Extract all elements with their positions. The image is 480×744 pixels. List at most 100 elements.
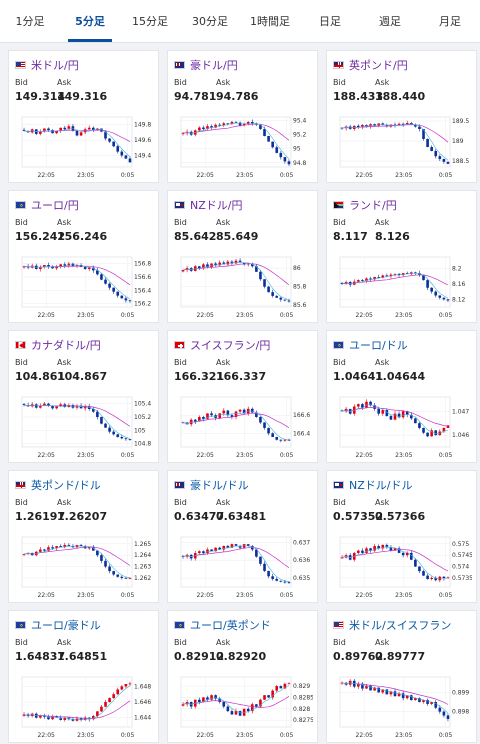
candle-body xyxy=(39,131,42,134)
candle-body xyxy=(255,549,258,557)
candle-body xyxy=(263,279,266,287)
price-chart: 0.637 0.636 0.635 22:05 23:05 0:05 xyxy=(180,536,310,599)
ask-label: Ask xyxy=(57,358,72,367)
candle-body xyxy=(230,415,234,417)
candle-body xyxy=(426,700,429,704)
rate-card[interactable]: スイスフラン/円 Bid Ask 166.321 166.337 166.6 166.4 22… xyxy=(167,330,318,463)
currency-pair-link[interactable]: カナダドル/円 xyxy=(31,339,101,352)
candle-body xyxy=(234,121,238,123)
country-flag-icon xyxy=(15,201,26,209)
rate-card[interactable]: ユーロ/ドル Bid Ask 1.04641 1.04644 1.047 1.046 22:0… xyxy=(326,330,477,463)
currency-pair-link[interactable]: 英ポンド/円 xyxy=(349,59,408,72)
currency-pair-link[interactable]: 豪ドル/円 xyxy=(190,59,238,72)
price-chart: 1.265 1.264 1.263 1.262 22:05 23:05 0:05 xyxy=(21,536,151,599)
candle-body xyxy=(75,718,79,721)
ask-label: Ask xyxy=(57,498,72,507)
chart-frame xyxy=(339,536,451,588)
candle-body xyxy=(206,264,209,268)
x-tick-label: 0:05 xyxy=(280,172,294,179)
ask-label: Ask xyxy=(216,498,231,507)
rate-card[interactable]: 豪ドル/ドル Bid Ask 0.63477 0.63481 0.637 0.636 0.63… xyxy=(167,470,318,603)
currency-pair-link[interactable]: 米ドル/円 xyxy=(31,59,79,72)
rate-card[interactable]: 米ドル/円 Bid Ask 149.314 149.316 149.8 149.6 149.4… xyxy=(8,50,159,183)
candle-body xyxy=(418,273,421,275)
candle-body xyxy=(426,139,429,147)
currency-pair-link[interactable]: 豪ドル/ドル xyxy=(190,479,249,492)
x-tick-label: 23:05 xyxy=(395,452,412,459)
rate-card[interactable]: ユーロ/豪ドル Bid Ask 1.64837 1.64851 1.648 1.646 1.6… xyxy=(8,610,159,743)
rate-card[interactable]: 英ポンド/円 Bid Ask 188.433 188.440 189.5 189 188.5 2… xyxy=(326,50,477,183)
chart-container: 0.575 0.5745 0.574 0.5735 22:05 23:05 0:05 xyxy=(334,533,472,601)
candle-body xyxy=(377,687,381,693)
moving-average-line xyxy=(182,261,290,301)
price-chart: 166.6 166.4 22:05 23:05 0:05 xyxy=(180,396,310,459)
candle-body xyxy=(79,405,83,409)
ask-label: Ask xyxy=(57,638,72,647)
x-tick-label: 22:05 xyxy=(197,592,214,599)
ask-label: Ask xyxy=(375,78,390,87)
x-tick-label: 22:05 xyxy=(38,172,55,179)
tab-0[interactable]: 1分足 xyxy=(15,15,45,28)
rate-card[interactable]: ユーロ/英ポンド Bid Ask 0.82912 0.82920 0.829 0.8285 0… xyxy=(167,610,318,743)
candle-body xyxy=(128,578,132,580)
rate-card[interactable]: ランド/円 Bid Ask 8.117 8.126 8.2 8.16 8.12 22:05 23:… xyxy=(326,190,477,323)
moving-average-line xyxy=(23,264,131,300)
tab-3[interactable]: 30分足 xyxy=(192,15,228,28)
candle-body xyxy=(279,297,283,300)
y-tick-label: 1.263 xyxy=(134,564,151,571)
currency-pair-link[interactable]: スイスフラン/円 xyxy=(190,339,271,352)
candle-body xyxy=(271,433,274,437)
rate-card[interactable]: NZドル/ドル Bid Ask 0.57352 0.57366 0.575 0.5745 0.… xyxy=(326,470,477,603)
tab-2[interactable]: 15分足 xyxy=(132,15,168,28)
currency-pair-link[interactable]: NZドル/円 xyxy=(190,199,243,212)
candle-body xyxy=(120,686,124,690)
candle-body xyxy=(230,261,234,264)
candle-body xyxy=(128,683,132,685)
ask-price: 1.04644 xyxy=(375,370,426,383)
y-tick-label: 0.5735 xyxy=(452,575,472,582)
country-flag-icon xyxy=(174,621,185,629)
bid-price: 0.89762 xyxy=(333,650,384,663)
candle-body xyxy=(91,409,95,412)
candle-body xyxy=(426,575,429,580)
currency-pair-link[interactable]: ユーロ/ドル xyxy=(349,339,408,352)
currency-pair-link[interactable]: ランド/円 xyxy=(349,199,397,212)
currency-pair-link[interactable]: NZドル/ドル xyxy=(349,479,413,492)
candle-body xyxy=(418,126,421,129)
y-tick-label: 8.16 xyxy=(452,281,466,288)
candle-body xyxy=(242,124,246,126)
rate-card[interactable]: 英ポンド/ドル Bid Ask 1.26197 1.26207 1.265 1.264 1.2… xyxy=(8,470,159,603)
x-tick-label: 22:05 xyxy=(38,312,55,319)
rate-card[interactable]: 米ドル/スイスフラン Bid Ask 0.89762 0.89777 0.899 0.898… xyxy=(326,610,477,743)
country-flag-icon xyxy=(174,61,185,69)
tab-6[interactable]: 週足 xyxy=(379,15,401,28)
candle-body xyxy=(210,695,213,700)
rate-card[interactable]: NZドル/円 Bid Ask 85.642 85.649 86 85.8 85.6 22:05 2… xyxy=(167,190,318,323)
candle-body xyxy=(442,427,446,432)
currency-pair-link[interactable]: ユーロ/豪ドル xyxy=(31,619,101,632)
tab-5[interactable]: 日足 xyxy=(319,15,341,28)
currency-pair-link[interactable]: ユーロ/英ポンド xyxy=(190,619,271,632)
candle-body xyxy=(242,409,246,414)
candle-body xyxy=(39,405,42,408)
x-tick-label: 22:05 xyxy=(197,452,214,459)
rate-card[interactable]: 豪ドル/円 Bid Ask 94.781 94.786 95.4 95.2 95 94.8 22:… xyxy=(167,50,318,183)
y-tick-label: 189.5 xyxy=(452,118,469,125)
candle-body xyxy=(397,273,401,276)
candle-body xyxy=(259,417,262,423)
rate-card[interactable]: カナダドル/円 Bid Ask 104.861 104.867 105.4 105.2 105… xyxy=(8,330,159,463)
currency-pair-link[interactable]: 米ドル/スイスフラン xyxy=(349,619,452,632)
tab-4[interactable]: 1時間足 xyxy=(250,15,290,28)
candle-body xyxy=(287,582,291,583)
currency-pair-link[interactable]: ユーロ/円 xyxy=(31,199,79,212)
tab-7[interactable]: 月足 xyxy=(439,15,461,28)
bid-label: Bid xyxy=(15,638,28,647)
bid-price: 0.63477 xyxy=(174,510,225,523)
y-tick-label: 0.828 xyxy=(293,706,310,713)
candle-body xyxy=(210,549,213,552)
currency-pair-link[interactable]: 英ポンド/ドル xyxy=(31,479,101,492)
tab-1[interactable]: 5分足 xyxy=(60,0,120,42)
candle-body xyxy=(22,129,26,131)
rate-card[interactable]: ユーロ/円 Bid Ask 156.242 156.246 156.8 156.6 156.4… xyxy=(8,190,159,323)
ask-label: Ask xyxy=(375,498,390,507)
